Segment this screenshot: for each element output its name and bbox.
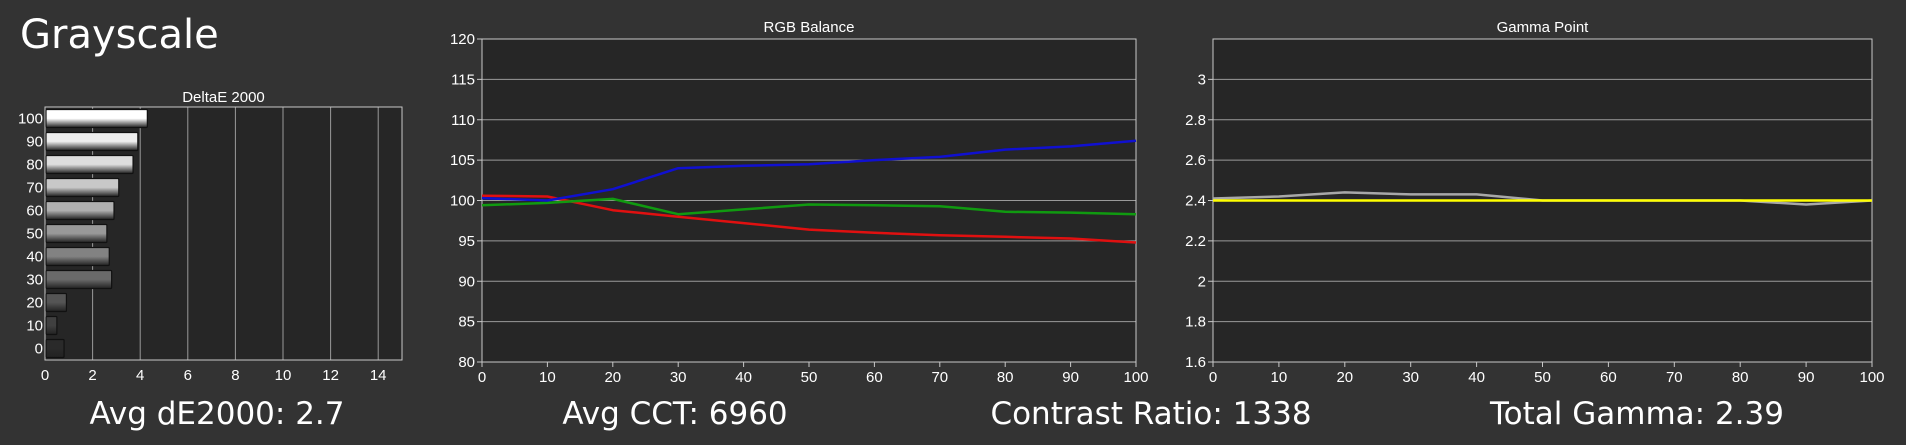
rgb-balance-chart: 80 85 90 95 100 105 110 115 120 0 10 20 30 40 50 60 70 80… [450, 19, 1149, 386]
y-tick-label: 85 [458, 314, 475, 331]
y-tick-label: 115 [451, 71, 475, 88]
chart-title: DeltaE 2000 [182, 89, 265, 106]
y-tick-label: 2 [1198, 273, 1206, 290]
bar [45, 154, 134, 175]
x-tick-label: 70 [931, 369, 948, 386]
y-category-label: 100 [18, 111, 43, 128]
y-category-label: 90 [26, 134, 43, 151]
x-tick-label: 14 [370, 367, 387, 384]
y-tick-label: 2.4 [1185, 193, 1206, 210]
bar [45, 292, 68, 313]
y-category-label: 20 [26, 295, 43, 312]
x-tick-label: 80 [1732, 369, 1749, 386]
x-tick-label: 90 [1798, 369, 1815, 386]
bar [45, 108, 148, 129]
y-tick-label: 2.6 [1185, 152, 1206, 169]
x-tick-label: 50 [801, 369, 818, 386]
y-tick-label: 80 [458, 354, 475, 371]
x-tick-label: 10 [275, 367, 292, 384]
gamma-point-chart: 1.61.822.22.42.62.830 10 20 30 40 50 60 70 80 90 1… [1185, 19, 1884, 386]
total-gamma-stat: Total Gamma: 2.39 [1490, 396, 1784, 432]
x-tick-label: 30 [1402, 369, 1419, 386]
x-tick-label: 20 [1336, 369, 1353, 386]
x-tick-label: 100 [1859, 369, 1884, 386]
x-tick-label: 0 [41, 367, 49, 384]
y-tick-label: 1.8 [1185, 314, 1206, 331]
avg-cct-stat: Avg CCT: 6960 [562, 396, 788, 432]
y-category-label: 40 [26, 249, 43, 266]
x-tick-label: 50 [1534, 369, 1551, 386]
x-tick-label: 90 [1062, 369, 1079, 386]
y-category-label: 70 [26, 180, 43, 197]
series-line-green [481, 197, 1137, 216]
y-tick-label: 3 [1198, 71, 1206, 88]
series-line-blue [481, 139, 1137, 202]
y-tick-label: 1.6 [1185, 354, 1206, 371]
x-tick-label: 60 [1600, 369, 1617, 386]
y-category-label: 80 [26, 157, 43, 174]
y-category-label: 10 [26, 318, 43, 335]
y-tick-label: 95 [458, 233, 475, 250]
bar [45, 269, 113, 290]
bar [45, 223, 108, 244]
avg-de-stat: Avg dE2000: 2.7 [89, 396, 345, 432]
x-tick-label: 100 [1123, 369, 1148, 386]
x-tick-label: 0 [1209, 369, 1217, 386]
x-tick-label: 10 [1271, 369, 1288, 386]
x-tick-label: 0 [478, 369, 486, 386]
y-tick-label: 2.2 [1185, 233, 1206, 250]
page-title: Grayscale [20, 12, 219, 58]
y-tick-label: 120 [450, 31, 475, 48]
plot-border [481, 38, 1137, 363]
y-tick-label: 2.8 [1185, 112, 1206, 129]
x-tick-label: 20 [604, 369, 621, 386]
bar [45, 131, 139, 152]
series-line-red [481, 194, 1137, 244]
x-tick-label: 40 [735, 369, 752, 386]
x-tick-label: 60 [866, 369, 883, 386]
plot-border [44, 106, 403, 361]
contrast-ratio-stat: Contrast Ratio: 1338 [990, 396, 1312, 432]
y-tick-label: 105 [450, 152, 475, 169]
bar [45, 315, 58, 336]
chart-title: Gamma Point [1497, 19, 1590, 36]
x-tick-label: 80 [997, 369, 1014, 386]
y-category-label: 50 [26, 226, 43, 243]
y-category-label: 30 [26, 272, 43, 289]
x-tick-label: 12 [322, 367, 339, 384]
y-tick-label: 90 [458, 273, 475, 290]
x-tick-label: 10 [539, 369, 556, 386]
x-tick-label: 70 [1666, 369, 1683, 386]
bar [45, 338, 65, 359]
bar [45, 177, 120, 198]
x-tick-label: 4 [136, 367, 144, 384]
y-category-label: 60 [26, 203, 43, 220]
x-tick-label: 30 [670, 369, 687, 386]
y-tick-label: 100 [450, 193, 475, 210]
bar [45, 246, 110, 267]
bar [45, 200, 115, 221]
y-category-label: 0 [35, 341, 43, 358]
x-tick-label: 8 [231, 367, 239, 384]
chart-title: RGB Balance [764, 19, 855, 36]
x-tick-label: 6 [184, 367, 192, 384]
x-tick-label: 40 [1468, 369, 1485, 386]
x-tick-label: 2 [88, 367, 96, 384]
y-tick-label: 110 [451, 112, 475, 129]
